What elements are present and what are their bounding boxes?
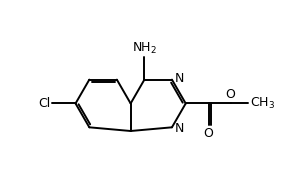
- Text: O: O: [226, 88, 236, 101]
- Text: N: N: [175, 122, 185, 135]
- Text: N: N: [175, 72, 185, 85]
- Text: CH$_3$: CH$_3$: [250, 96, 276, 111]
- Text: NH$_2$: NH$_2$: [132, 41, 157, 56]
- Text: Cl: Cl: [38, 97, 51, 110]
- Text: O: O: [203, 127, 213, 140]
